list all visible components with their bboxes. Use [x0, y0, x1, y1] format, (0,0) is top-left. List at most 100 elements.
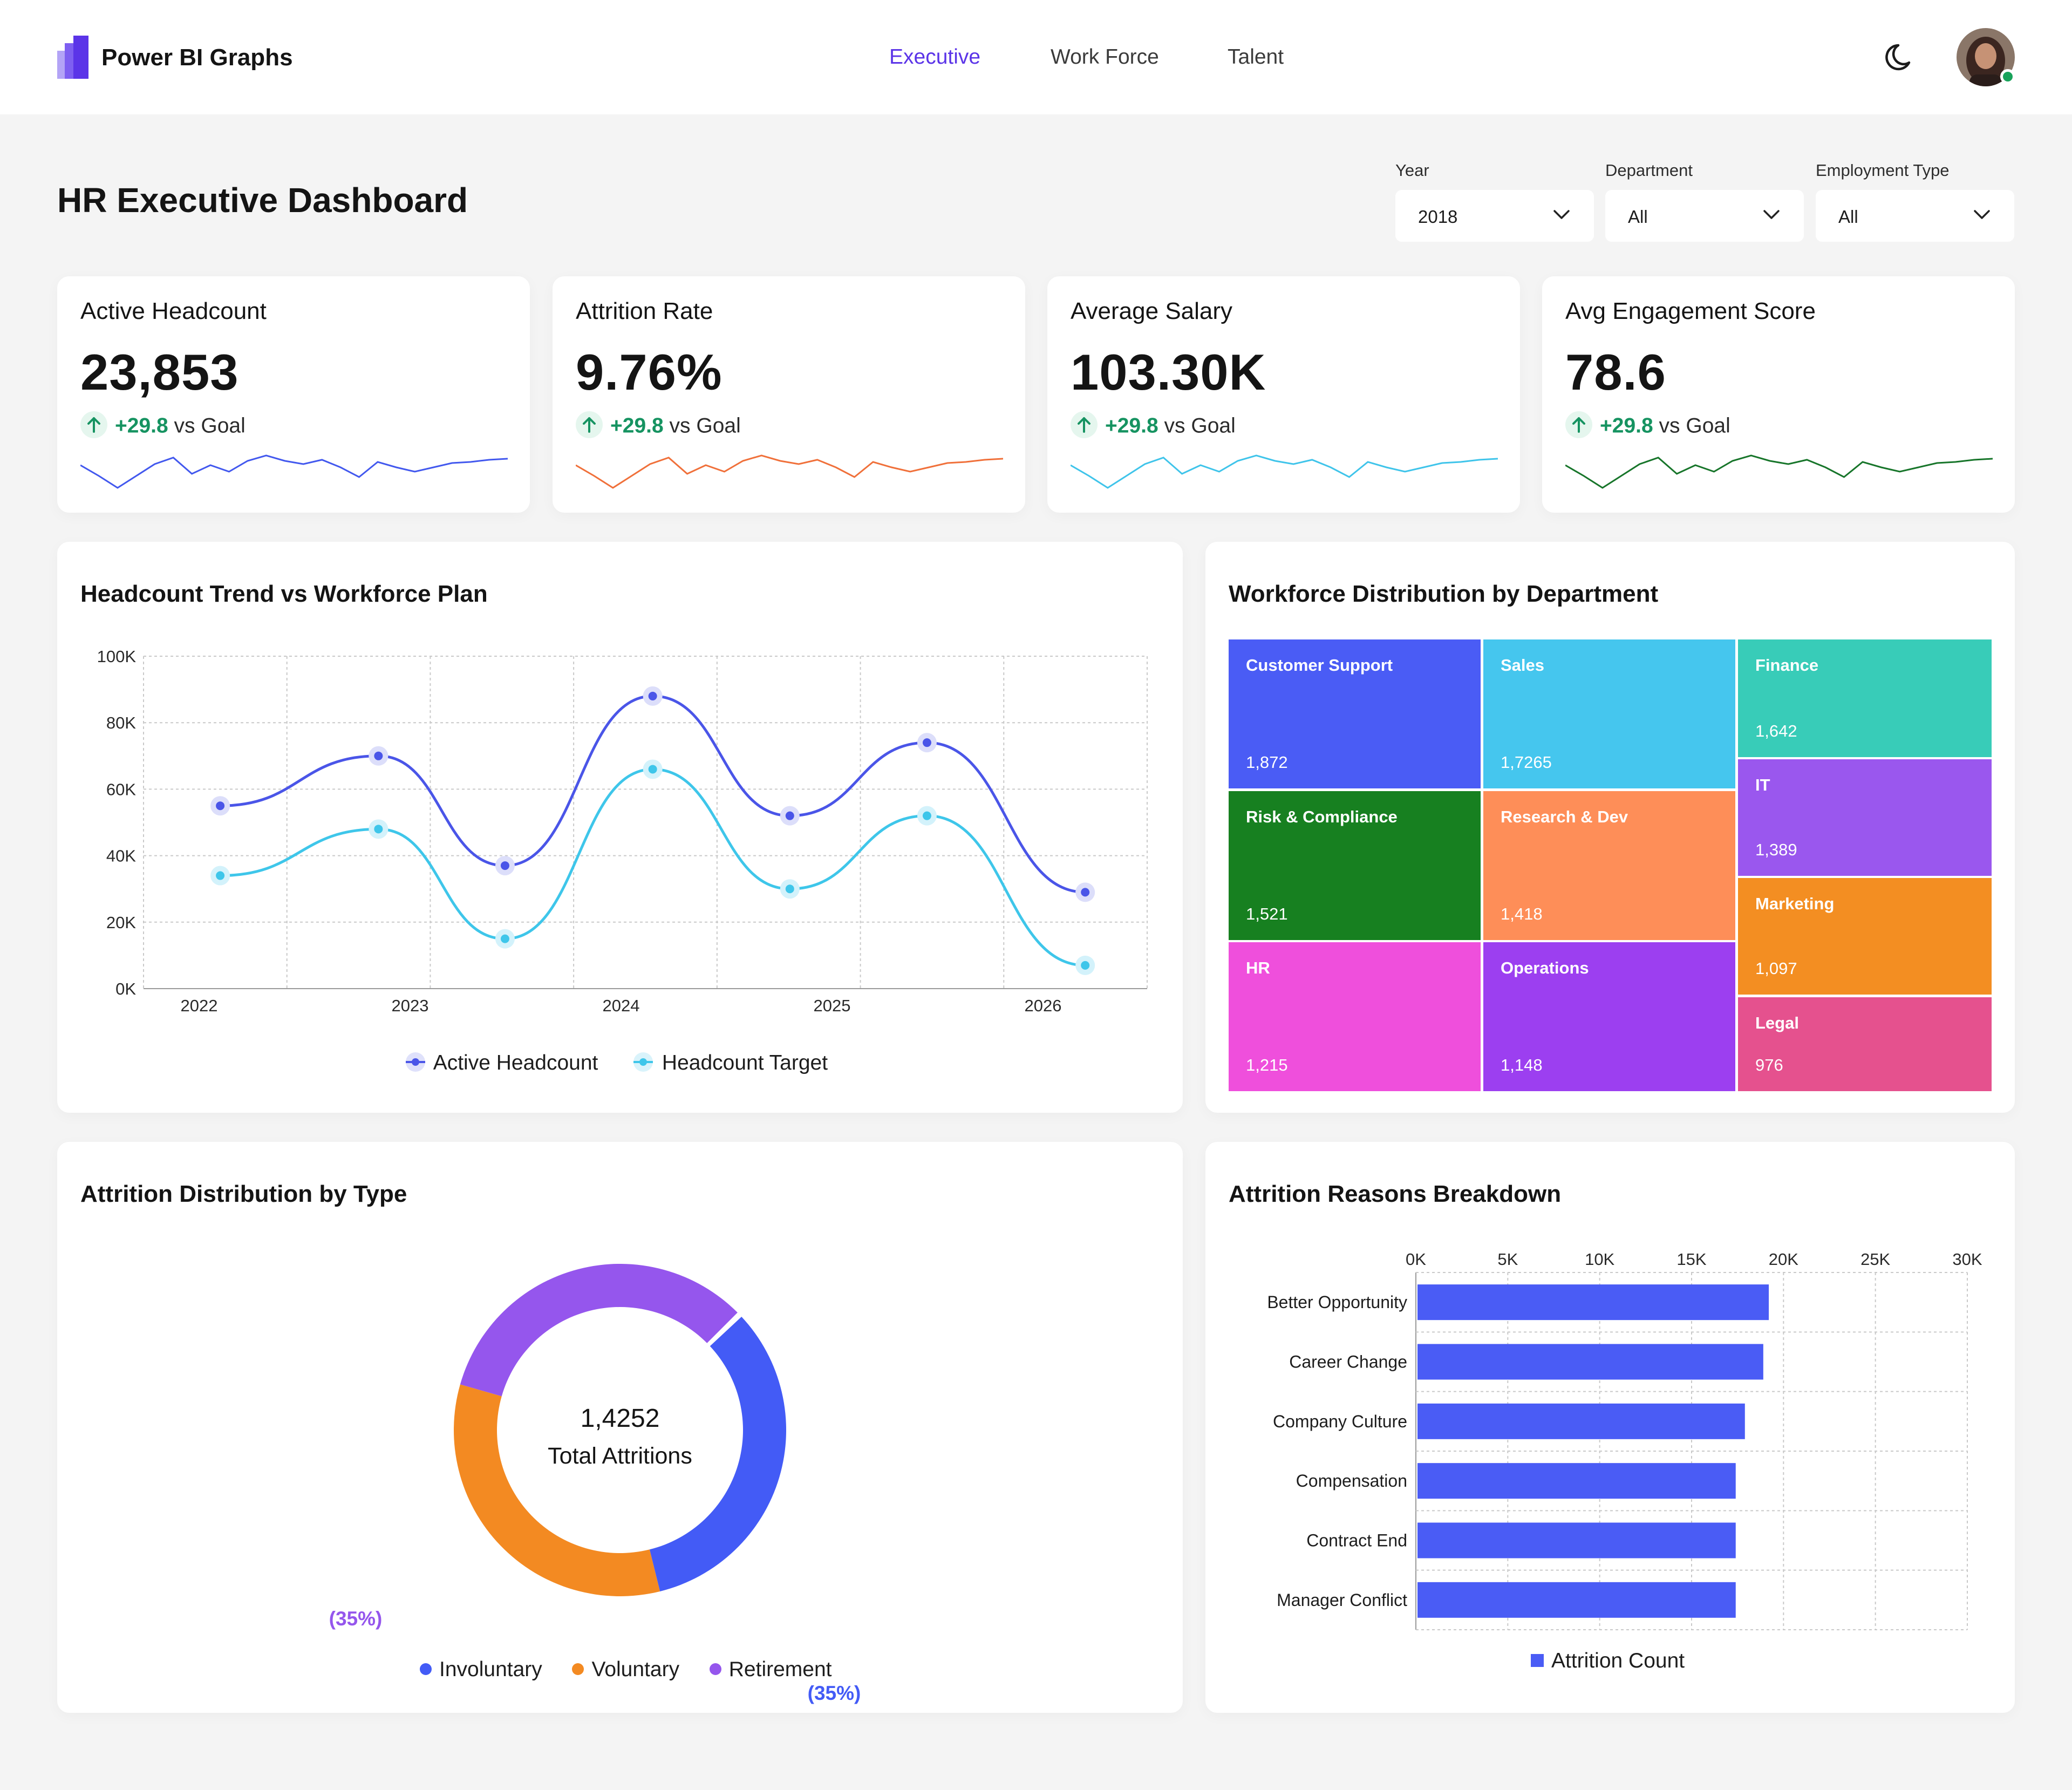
y-category-label: Compensation — [1296, 1471, 1407, 1490]
kpi-delta-value: +29.8 — [115, 414, 168, 438]
kpi-delta: +29.8 vs Goal — [1565, 411, 1730, 440]
treemap-cell[interactable]: Finance 1,642 — [1738, 639, 1992, 757]
treemap-cell[interactable]: Marketing 1,097 — [1738, 878, 1992, 995]
nav-tab-talent[interactable]: Talent — [1228, 45, 1284, 69]
treemap-cell-label: HR — [1246, 958, 1270, 977]
y-category-label: Manager Conflict — [1277, 1590, 1407, 1610]
series-line — [220, 695, 1086, 894]
kpi-sparkline — [80, 454, 508, 489]
y-tick-label: 40K — [106, 847, 136, 866]
legend-dot-involuntary — [420, 1663, 432, 1675]
data-point[interactable] — [785, 884, 794, 894]
treemap-cell[interactable]: Sales 1,7265 — [1483, 639, 1735, 788]
y-category-label: Company Culture — [1273, 1412, 1407, 1431]
treemap-cell[interactable]: Risk & Compliance 1,521 — [1229, 791, 1481, 940]
treemap-cell-label: Research & Dev — [1501, 807, 1628, 826]
arrow-up-icon — [1071, 411, 1098, 438]
legend-label-headcount-target: Headcount Target — [662, 1051, 828, 1074]
treemap-cell[interactable]: Customer Support 1,872 — [1229, 639, 1481, 788]
attrition-reasons-card: Attrition Reasons Breakdown 0K 5K 10K 15K 20… — [1205, 1142, 2015, 1713]
donut-slice-retirement[interactable] — [460, 1264, 738, 1397]
kpi-delta: +29.8 vs Goal — [1071, 411, 1236, 440]
treemap-cell-value: 1,872 — [1246, 753, 1288, 772]
bar[interactable] — [1417, 1582, 1736, 1618]
kpi-title: Attrition Rate — [576, 298, 713, 324]
kpi-card-attrition-rate: Attrition Rate 9.76% +29.8 vs Goal — [553, 276, 1025, 513]
legend-label-retirement: Retirement — [728, 1658, 832, 1681]
data-point[interactable] — [500, 934, 509, 943]
kpi-delta: +29.8 vs Goal — [576, 411, 741, 440]
attrition-distribution-card: Attrition Distribution by Type (35%)(30%… — [57, 1142, 1183, 1713]
bar[interactable] — [1417, 1403, 1745, 1439]
kpi-delta-suffix: vs Goal — [1659, 414, 1730, 438]
filter-department-value: All — [1628, 207, 1648, 227]
legend-dot-retirement — [709, 1663, 721, 1675]
legend-label-attrition-count: Attrition Count — [1551, 1649, 1685, 1672]
data-point[interactable] — [500, 861, 509, 870]
donut-center-label: Total Attritions — [548, 1443, 692, 1469]
donut-percent-label: (35%) — [808, 1682, 861, 1704]
x-tick-label: 10K — [1585, 1250, 1614, 1269]
data-point[interactable] — [216, 871, 225, 880]
donut-slice-voluntary[interactable] — [453, 1384, 660, 1596]
filter-employment-type-select[interactable]: All — [1816, 190, 2014, 242]
filter-employment-type-value: All — [1838, 207, 1858, 227]
kpi-title: Avg Engagement Score — [1565, 298, 1816, 324]
treemap-cell-value: 976 — [1755, 1056, 1783, 1074]
data-point[interactable] — [1081, 961, 1090, 970]
online-status-indicator — [2000, 69, 2015, 84]
treemap-cell-value: 1,389 — [1755, 840, 1797, 859]
treemap-cell-label: Operations — [1501, 958, 1589, 977]
attrition-reasons-bar-chart: 0K 5K 10K 15K 20K 25K 30K Better Opportunity Car… — [1267, 1250, 1982, 1630]
treemap-cell-value: 1,642 — [1755, 722, 1797, 740]
donut-center-value: 1,4252 — [581, 1404, 660, 1433]
treemap-cell[interactable]: Research & Dev 1,418 — [1483, 791, 1735, 940]
treemap-cell[interactable]: HR 1,215 — [1229, 942, 1481, 1091]
chevron-down-icon — [1974, 210, 1990, 219]
data-point[interactable] — [922, 811, 931, 820]
treemap-cell[interactable]: IT 1,389 — [1738, 759, 1992, 876]
data-point[interactable] — [216, 801, 225, 811]
data-point[interactable] — [374, 825, 383, 834]
data-point[interactable] — [922, 738, 931, 747]
arrow-up-icon — [80, 411, 107, 438]
bar[interactable] — [1417, 1463, 1736, 1499]
bar[interactable] — [1417, 1522, 1736, 1558]
treemap-cell-value: 1,521 — [1246, 904, 1288, 923]
x-tick-label: 25K — [1860, 1250, 1890, 1269]
data-point[interactable] — [648, 765, 657, 774]
bar[interactable] — [1417, 1344, 1763, 1380]
chart-legend: Attrition Count — [1531, 1649, 1685, 1673]
filter-year-select[interactable]: 2018 — [1395, 190, 1594, 242]
treemap-cell[interactable]: Legal 976 — [1738, 997, 1992, 1091]
kpi-delta: +29.8 vs Goal — [80, 411, 246, 440]
data-point[interactable] — [1081, 888, 1090, 897]
nav-tab-executive[interactable]: Executive — [889, 45, 981, 69]
filter-department-select[interactable]: All — [1605, 190, 1804, 242]
treemap-cell[interactable]: Operations 1,148 — [1483, 942, 1735, 1091]
chevron-down-icon — [1763, 210, 1780, 219]
data-point[interactable] — [648, 691, 657, 700]
kpi-delta-suffix: vs Goal — [1164, 414, 1236, 438]
x-tick-label: 2024 — [603, 996, 640, 1015]
data-point[interactable] — [785, 811, 794, 820]
legend-dot-voluntary — [572, 1663, 584, 1675]
treemap-cell-label: Finance — [1755, 656, 1819, 675]
chart-title: Headcount Trend vs Workforce Plan — [80, 581, 488, 607]
legend-swatch-active-headcount — [406, 1052, 425, 1072]
y-tick-label: 20K — [106, 913, 136, 932]
kpi-title: Average Salary — [1071, 298, 1233, 324]
data-point[interactable] — [374, 751, 383, 760]
kpi-card-average-salary: Average Salary 103.30K +29.8 vs Goal — [1047, 276, 1520, 513]
dark-mode-toggle-icon[interactable] — [1885, 41, 1918, 73]
kpi-value: 23,853 — [80, 344, 239, 400]
treemap-cell-label: Sales — [1501, 656, 1545, 675]
chart-legend: Active Headcount Headcount Target — [403, 1051, 828, 1075]
bar[interactable] — [1417, 1284, 1769, 1321]
x-tick-label: 2022 — [181, 996, 218, 1015]
x-tick-label: 0K — [1406, 1250, 1426, 1269]
nav-tab-workforce[interactable]: Work Force — [1051, 45, 1159, 69]
filter-employment-type-label: Employment Type — [1816, 161, 1950, 180]
donut-slice-involuntary[interactable] — [649, 1316, 786, 1591]
